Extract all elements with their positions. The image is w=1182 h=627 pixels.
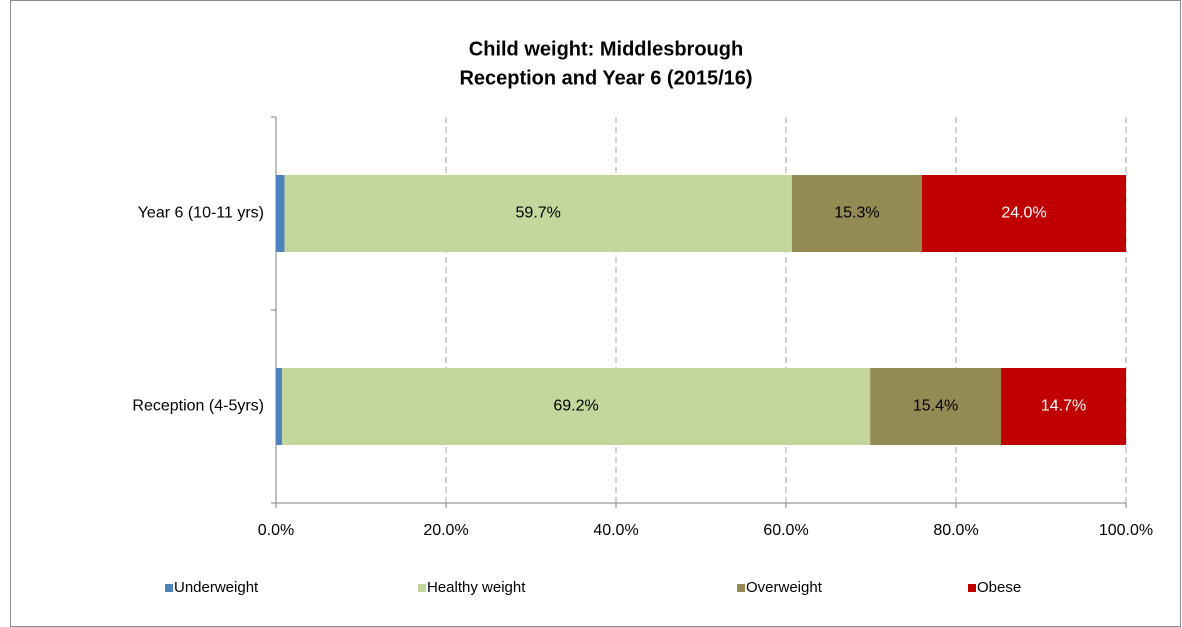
x-tick-label: 40.0% [593, 522, 638, 539]
x-tick-label: 80.0% [933, 522, 978, 539]
chart-frame [10, 0, 1181, 627]
value-label: 69.2% [553, 398, 598, 415]
legend-label: Obese [977, 579, 1021, 596]
chart-title: Child weight: Middlesbrough [469, 38, 743, 60]
x-tick-label: 60.0% [763, 522, 808, 539]
bar-segment [922, 175, 1126, 252]
chart-title: Reception and Year 6 (2015/16) [459, 67, 752, 89]
bar-segment [276, 368, 282, 445]
y-tick-label: Year 6 (10-11 yrs) [138, 205, 264, 222]
y-tick-label: Reception (4-5yrs) [132, 398, 264, 415]
legend-swatch [418, 584, 426, 592]
legend-label: Underweight [174, 579, 259, 596]
bar-segment [281, 368, 871, 445]
value-label: 59.7% [516, 205, 561, 222]
x-tick-label: 100.0% [1099, 522, 1153, 539]
legend-swatch [968, 584, 976, 592]
x-tick-label: 0.0% [258, 522, 294, 539]
value-label: 24.0% [1001, 205, 1046, 222]
legend-swatch [165, 584, 173, 592]
bar-segment [791, 175, 922, 252]
legend-swatch [737, 584, 745, 592]
bar-segment [870, 368, 1002, 445]
value-label: 15.3% [834, 205, 879, 222]
x-tick-label: 20.0% [423, 522, 468, 539]
value-label: 15.4% [913, 398, 958, 415]
bar-segment [1001, 368, 1126, 445]
value-label: 14.7% [1041, 398, 1086, 415]
legend-label: Healthy weight [427, 579, 526, 596]
legend-label: Overweight [746, 579, 823, 596]
bar-segment [276, 175, 285, 252]
bar-segment [284, 175, 792, 252]
